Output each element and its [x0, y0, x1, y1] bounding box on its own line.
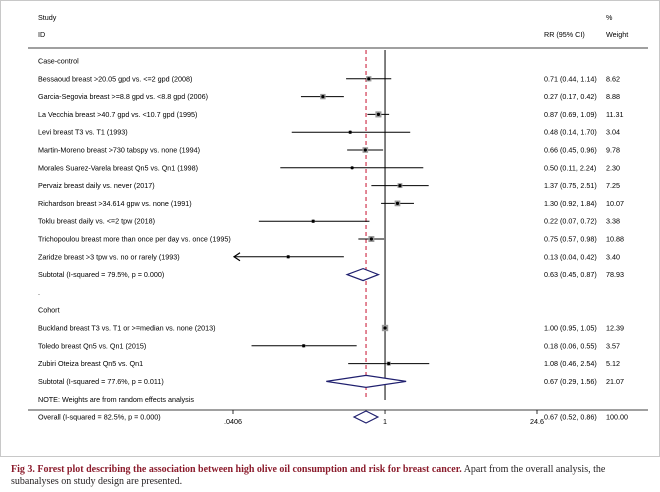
header-id: ID	[38, 30, 45, 39]
row-weight: 8.88	[606, 92, 620, 101]
row-label: Trichopoulou breast more than once per d…	[38, 235, 231, 244]
caption-text: Apart from the overall analysis, the sub…	[11, 464, 606, 487]
row-ci: 0.27 (0.17, 0.42)	[544, 92, 597, 101]
ci-arrow-left	[232, 252, 241, 262]
row-ci: 0.67 (0.52, 0.86)	[544, 413, 597, 422]
row-label: Bessaoud breast >20.05 gpd vs. <=2 gpd (…	[38, 74, 192, 83]
header-rr: RR (95% CI)	[544, 30, 585, 39]
row-label: La Vecchia breast >40.7 gpd vs. <10.7 gp…	[38, 110, 197, 119]
row-ci: 0.87 (0.69, 1.09)	[544, 110, 597, 119]
point-estimate	[363, 148, 367, 152]
row-label: Toklu breast daily vs. <=2 tpw (2018)	[38, 217, 155, 226]
x-axis-tick-label: .0406	[224, 417, 242, 426]
row-label: Martin-Moreno breast >730 tabspy vs. non…	[38, 146, 200, 155]
point-estimate	[376, 112, 381, 116]
point-estimate	[302, 344, 306, 348]
weights-note: NOTE: Weights are from random effects an…	[38, 395, 194, 404]
point-estimate	[387, 362, 391, 366]
caption-label: Fig 3. Forest plot describing the associ…	[11, 464, 462, 475]
figure-caption: Fig 3. Forest plot describing the associ…	[11, 464, 651, 488]
row-weight: 11.31	[606, 110, 623, 119]
row-ci: 0.71 (0.44, 1.14)	[544, 74, 597, 83]
row-weight: 3.38	[606, 217, 620, 226]
row-ci: 1.08 (0.46, 2.54)	[544, 359, 597, 368]
section-header: Cohort	[38, 306, 60, 315]
point-estimate	[383, 326, 387, 330]
row-ci: 0.75 (0.57, 0.98)	[544, 235, 597, 244]
row-label: Overall (I-squared = 82.5%, p = 0.000)	[38, 413, 161, 422]
row-label: Morales Suarez-Varela breast Qn5 vs. Qn1…	[38, 163, 198, 172]
row-label: Subtotal (I-squared = 79.5%, p = 0.000)	[38, 270, 164, 279]
row-weight: 3.04	[606, 128, 620, 137]
row-weight: 21.07	[606, 377, 624, 386]
row-ci: 0.22 (0.07, 0.72)	[544, 217, 597, 226]
plot-frame	[0, 0, 660, 457]
row-ci: 1.00 (0.95, 1.05)	[544, 324, 597, 333]
row-weight: 7.25	[606, 181, 620, 190]
row-weight: 9.78	[606, 146, 620, 155]
x-axis-tick-label: 24.6	[530, 417, 544, 426]
row-ci: 0.63 (0.45, 0.87)	[544, 270, 597, 279]
row-label: Richardson breast >34.614 gpw vs. none (…	[38, 199, 192, 208]
x-axis-tick-label: 1	[383, 417, 387, 426]
point-estimate	[350, 166, 354, 170]
row-weight: 5.12	[606, 359, 620, 368]
point-estimate	[395, 201, 400, 205]
point-estimate	[311, 219, 315, 223]
point-estimate	[348, 130, 352, 134]
subtotal-diamond	[326, 374, 407, 389]
row-weight: 100.00	[606, 413, 628, 422]
row-ci: 1.37 (0.75, 2.51)	[544, 181, 597, 190]
row-label: Levi breast T3 vs. T1 (1993)	[38, 128, 128, 137]
section-header: Case-control	[38, 57, 79, 66]
row-ci: 0.66 (0.45, 0.96)	[544, 146, 597, 155]
row-label: Zubiri Oteiza breast Qn5 vs. Qn1	[38, 359, 143, 368]
row-ci: 0.18 (0.06, 0.55)	[544, 341, 597, 350]
point-estimate	[369, 237, 373, 241]
row-ci: 0.67 (0.29, 1.56)	[544, 377, 597, 386]
section-spacer: .	[38, 395, 40, 404]
point-estimate	[398, 184, 402, 188]
header-weight: Weight	[606, 30, 628, 39]
row-ci: 0.13 (0.04, 0.42)	[544, 252, 597, 261]
row-ci: 0.50 (0.11, 2.24)	[544, 163, 596, 172]
subtotal-diamond	[345, 267, 381, 282]
row-weight: 78.93	[606, 270, 624, 279]
row-label: Toledo breast Qn5 vs. Qn1 (2015)	[38, 341, 146, 350]
row-weight: 3.57	[606, 341, 620, 350]
point-estimate	[321, 95, 325, 99]
row-label: Subtotal (I-squared = 77.6%, p = 0.011)	[38, 377, 164, 386]
header-pct: %	[606, 13, 613, 22]
row-weight: 2.30	[606, 163, 620, 172]
row-label: Buckland breast T3 vs. T1 or >=median vs…	[38, 324, 216, 333]
section-spacer: .	[38, 288, 40, 297]
forest-plot: Study ID RR (95% CI) % Weight Case-contr…	[0, 0, 660, 457]
row-label: Pervaiz breast daily vs. never (2017)	[38, 181, 155, 190]
point-estimate	[367, 77, 371, 81]
row-label: Zaridze breast >3 tpw vs. no or rarely (…	[38, 252, 180, 261]
row-ci: 0.48 (0.14, 1.70)	[544, 128, 597, 137]
row-label: Garcia-Segovia breast >=8.8 gpd vs. <8.8…	[38, 92, 208, 101]
row-weight: 10.88	[606, 235, 624, 244]
row-weight: 3.40	[606, 252, 620, 261]
row-weight: 12.39	[606, 324, 624, 333]
overall-diamond	[352, 410, 380, 424]
row-weight: 8.62	[606, 74, 620, 83]
point-estimate	[286, 255, 290, 259]
row-ci: 1.30 (0.92, 1.84)	[544, 199, 597, 208]
row-weight: 10.07	[606, 199, 624, 208]
header-study: Study	[38, 13, 57, 22]
